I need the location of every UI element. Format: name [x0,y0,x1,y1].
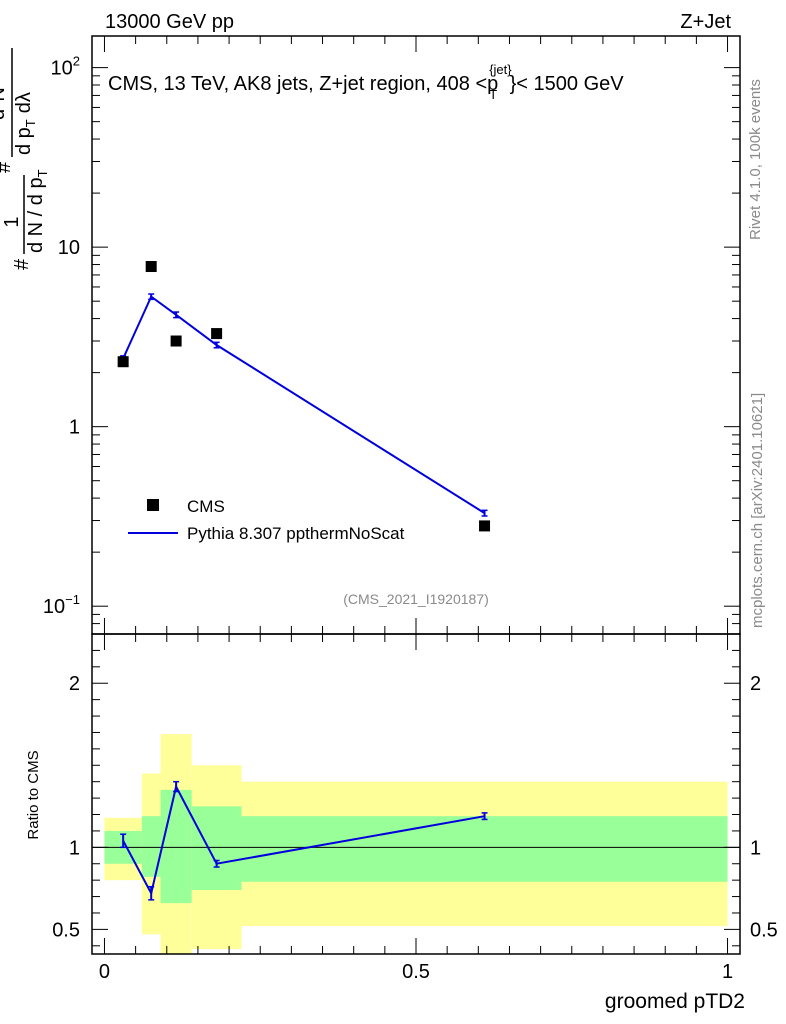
ylabel-numer-2: d2N [0,87,9,120]
analysis-watermark: (CMS_2021_I1920187) [343,591,489,607]
ratio-y-tick-label-right: 2 [750,673,761,695]
ratio-band-green [141,816,161,877]
ratio-y-axis-label: Ratio to CMS [25,750,42,839]
ratio-frame [91,633,741,955]
pythia-line [122,295,486,514]
main-frame [91,35,741,635]
ratio-axis-ticks [92,634,740,954]
main-title: CMS, 13 TeV, AK8 jets, Z+jet region, 408… [108,62,624,102]
ratio-series-layer [120,780,488,901]
main-y-tick-label-base: 10 [43,596,65,618]
header-left-label: 13000 GeV pp [105,11,234,33]
header-right-label: Z+Jet [680,11,731,33]
ratio-y-tick-label-left: 1 [69,837,80,859]
ylabel-numer-2-n: N [0,87,9,101]
ylabel-denom-2-d: d [13,102,35,113]
ratio-band-green [160,789,192,904]
main-y-tick-label: 10 [58,237,80,259]
cms-data-point [117,356,129,368]
mcplots-source-label: mcplots.cern.ch [arXiv:2401.10621] [749,393,766,628]
x-tick-label: 0 [99,961,110,983]
ylabel-denom-2: d pTdλ [13,92,38,155]
x-tick-label: 1 [722,961,733,983]
legend-pythia-label: Pythia 8.307 ppthermNoScat [187,524,405,543]
main-series-layer [117,261,491,532]
main-y-tick-label: 10−1 [43,592,80,618]
ratio-uncertainty-bands [92,734,740,954]
cms-data-point [479,520,491,532]
main-y-tick-label-base: 10 [51,58,73,80]
ylabel-hash-2: # [0,161,15,173]
main-y-tick-label-base: 10 [58,237,80,259]
x-tick-labels: 0 0.5 1 [99,961,733,983]
legend-cms-label: CMS [187,497,225,516]
ylabel-denom-1: d N / d pT [25,169,50,253]
main-y-axis-label: # 1 d N / d pT # d2N d pTdλ [0,48,50,270]
ratio-y-tick-labels: 0.5 0.5 1 1 2 2 [52,673,778,941]
main-axis-ticks [92,36,740,635]
legend-cms-marker [147,499,159,511]
ylabel-numer-1: 1 [1,216,23,227]
ylabel-denom-2-sub: T [23,119,38,127]
rivet-version-label: Rivet 4.1.0, 100k events [747,79,764,240]
cms-data-point [211,328,223,340]
legend: CMS Pythia 8.307 ppthermNoScat [128,497,405,543]
main-y-tick-label-base: 1 [69,417,80,439]
main-y-tick-label: 1 [69,417,80,439]
main-title-sub: T [489,87,497,102]
ylabel-hash-1: # [11,258,33,270]
ratio-y-tick-label-right: 0.5 [750,919,778,941]
ylabel-denom-1-sub: T [35,169,50,177]
ratio-band-green [241,816,728,882]
main-y-tick-label: 102 [51,54,80,80]
ylabel-numer-2-d: d [0,109,9,120]
main-title-pre: CMS, 13 TeV, AK8 jets, Z+jet region, 408… [108,73,498,95]
main-y-tick-label-exp: 2 [73,54,80,69]
x-axis-label: groomed pTD2 [605,990,745,1013]
ratio-y-tick-label-right: 1 [750,837,761,859]
ylabel-denom-2-lambda: λ [13,92,35,102]
ylabel-denom-1-text: d N / d p [25,177,47,253]
cms-data-point [170,335,182,347]
ratio-y-tick-label-left: 2 [69,673,80,695]
x-tick-label: 0.5 [402,961,430,983]
ratio-band-green [191,806,242,890]
main-y-tick-label-exp: −1 [65,592,80,607]
main-title-sup: {jet} [489,62,512,77]
main-title-post: }< 1500 GeV [510,73,625,95]
cms-data-point [145,261,157,273]
ratio-y-tick-label-left: 0.5 [52,919,80,941]
ylabel-denom-2-dp: d p [13,127,35,155]
